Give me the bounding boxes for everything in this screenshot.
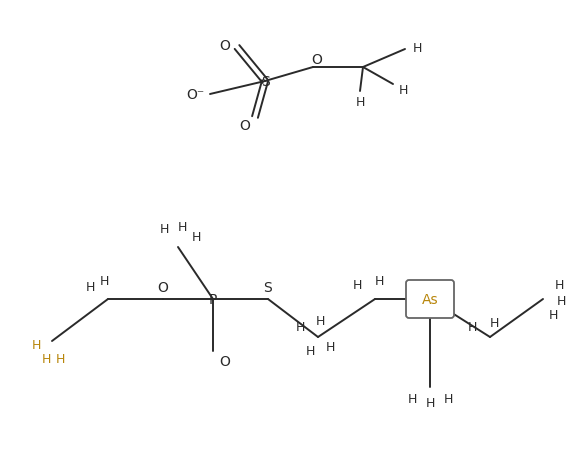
Text: S: S xyxy=(264,281,272,295)
Text: S: S xyxy=(261,75,270,89)
Text: H: H xyxy=(159,223,169,236)
Text: O: O xyxy=(220,39,230,53)
Text: H: H xyxy=(413,41,422,55)
Text: H: H xyxy=(325,341,335,354)
FancyBboxPatch shape xyxy=(406,281,454,318)
Text: H: H xyxy=(467,321,476,334)
Text: H: H xyxy=(86,281,95,294)
Text: H: H xyxy=(398,83,408,96)
Text: H: H xyxy=(548,309,558,322)
Text: H: H xyxy=(407,393,417,405)
Text: H: H xyxy=(425,396,435,410)
Text: H: H xyxy=(444,393,453,405)
Text: H: H xyxy=(178,221,187,234)
Text: H: H xyxy=(315,315,325,328)
Text: O: O xyxy=(220,354,230,368)
Text: H: H xyxy=(374,275,384,288)
Text: H: H xyxy=(295,321,305,334)
Text: O: O xyxy=(240,119,250,133)
Text: H: H xyxy=(31,339,40,352)
Text: H: H xyxy=(191,231,200,244)
Text: H: H xyxy=(305,345,315,358)
Text: H: H xyxy=(55,353,64,366)
Text: O: O xyxy=(312,53,322,67)
Text: As: As xyxy=(422,292,438,306)
Text: H: H xyxy=(489,317,499,330)
Text: O: O xyxy=(158,281,168,295)
Text: H: H xyxy=(554,279,564,292)
Text: O⁻: O⁻ xyxy=(186,88,204,102)
Text: H: H xyxy=(41,353,50,366)
Text: H: H xyxy=(99,275,108,288)
Text: H: H xyxy=(355,95,364,108)
Text: H: H xyxy=(556,295,565,308)
Text: P: P xyxy=(209,292,217,306)
Text: H: H xyxy=(352,279,362,292)
